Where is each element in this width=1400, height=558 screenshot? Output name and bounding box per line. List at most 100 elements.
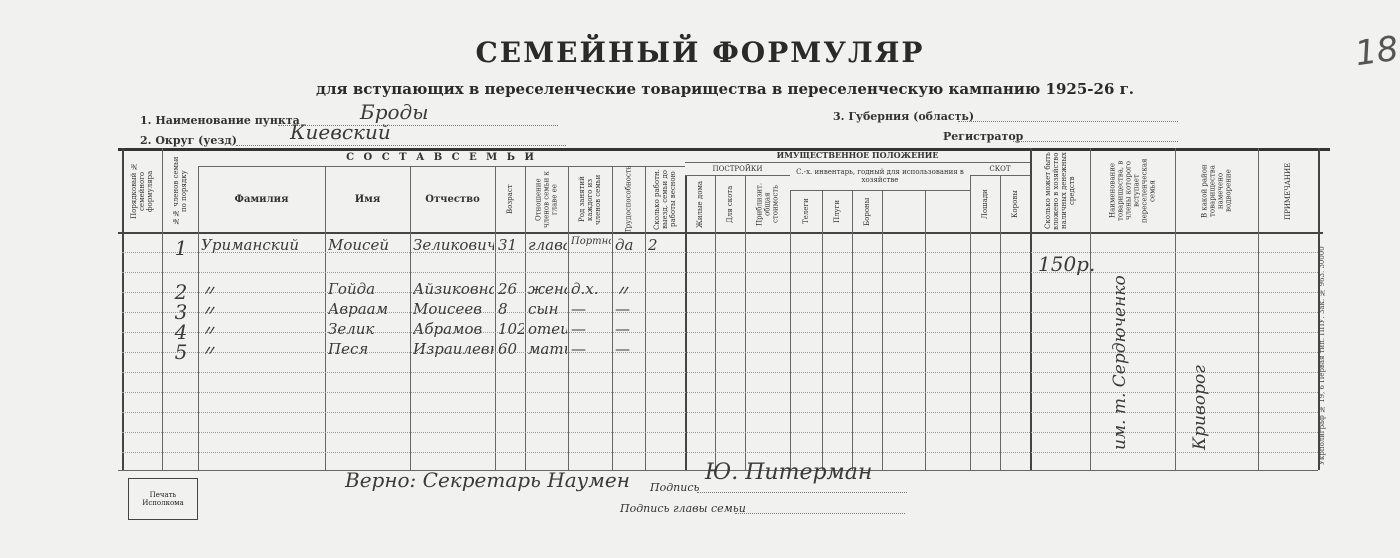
row-5-occupation: — [571, 340, 586, 358]
row-3-ability: — [615, 300, 630, 318]
column-divider [325, 167, 326, 470]
row-5-age: 60 [498, 340, 518, 358]
header-harrows: Бороны [863, 197, 871, 226]
column-divider [645, 167, 646, 470]
province-label: 3. Губерния (область) [833, 110, 975, 123]
region-value: Криворог [1190, 365, 1210, 450]
row-5-surname: 〃 [201, 342, 217, 360]
row-line [122, 412, 1318, 413]
header-ability: Трудоспособность [624, 165, 633, 234]
row-4-age: 102 [498, 320, 524, 338]
row-4-relation: отец [528, 320, 567, 338]
column-divider [122, 148, 124, 470]
cash-value: 150р. [1038, 252, 1096, 276]
printer-note: Укрполиграф № 19, 6 Первая тип. ППУ. Зак… [1318, 246, 1326, 465]
header-member-no: №№ членов семьи по порядку [172, 156, 188, 226]
header-note: ПРИМЕЧАНИЕ [1284, 162, 1292, 220]
district-field[interactable] [236, 133, 566, 146]
column-divider [612, 167, 613, 470]
form-subtitle: для вступающих в переселенческие товарищ… [315, 80, 1135, 98]
livestock-line [970, 175, 1030, 176]
row-3-patronymic: Моисеев [413, 300, 482, 318]
row-2-ability: 〃 [615, 282, 631, 300]
registrar-field[interactable] [1013, 129, 1178, 142]
column-divider [882, 191, 883, 470]
column-divider [790, 191, 791, 470]
row-1-name: Моисей [328, 236, 389, 254]
header-surname: Фамилия [234, 193, 289, 205]
buildings-line [685, 175, 790, 176]
row-1-patronymic: Зеликович [413, 236, 494, 254]
header-inv-extra2 [926, 193, 969, 230]
row-line [122, 312, 1318, 313]
stamp-box: Печать Исполкома [128, 478, 198, 520]
column-divider [852, 191, 853, 470]
row-2-name: Гойда [328, 280, 376, 298]
head-signature-label: Подпись главы семьи [620, 502, 746, 515]
signature-label: Подпись [650, 481, 700, 494]
certified-text: Верно: Секретарь Наумен [345, 468, 630, 492]
column-divider [822, 191, 823, 470]
row-2-patronymic: Айзиковна [413, 280, 494, 298]
row-3-member-no: 3 [174, 300, 188, 324]
header-relation: Отношение членов семьи к главе ее [534, 171, 559, 228]
column-divider [1258, 148, 1259, 470]
family-group-header: С О С Т А В С Е М Ь И [346, 151, 537, 163]
header-ploughs: Плуги [833, 200, 841, 224]
family-group-line [198, 166, 685, 167]
point-value: Броды [360, 100, 429, 124]
column-divider [745, 176, 746, 470]
province-field[interactable] [958, 109, 1178, 122]
column-divider [525, 167, 526, 470]
header-form-no: Порядковый № семейного формуляра [130, 162, 154, 220]
column-divider [162, 148, 163, 470]
row-5-patronymic: Израилевна [413, 340, 494, 358]
header-name: Имя [354, 193, 381, 205]
row-2-occupation: д.х. [571, 280, 599, 298]
row-1-age: 31 [498, 236, 518, 254]
point-field[interactable] [278, 113, 558, 126]
row-4-member-no: 4 [174, 320, 188, 344]
head-signature-field[interactable] [735, 501, 905, 514]
header-cows: Коровы [1011, 190, 1019, 218]
row-1-ability: да [615, 236, 634, 254]
inventory-group-line [790, 190, 970, 191]
point-label: 1. Наименование пункта [140, 114, 300, 127]
buildings-group-header: ПОСТРОЙКИ [712, 165, 763, 173]
row-3-relation: сын [528, 300, 559, 318]
header-region: В какой район товарищества намечено водв… [1200, 164, 1233, 218]
signature-field[interactable] [697, 480, 907, 493]
header-cash: Сколько может быть вложено в хозяйство н… [1044, 152, 1076, 230]
header-inv-extra1 [883, 193, 924, 230]
table-right-border [1318, 148, 1320, 470]
row-2-member-no: 2 [174, 280, 188, 304]
partnership-value: им. т. Сердюченко [1110, 275, 1130, 450]
row-3-surname: 〃 [201, 302, 217, 320]
district-value: Киевский [290, 120, 391, 144]
row-2-surname: 〃 [201, 282, 217, 300]
column-divider [568, 167, 569, 470]
row-line [122, 272, 1318, 273]
row-5-name: Песя [328, 340, 369, 358]
row-1-relation: глава [528, 236, 567, 254]
row-line [122, 252, 1318, 253]
column-divider [495, 167, 496, 470]
stamp-label: Печать Исполкома [142, 491, 184, 507]
row-line [122, 292, 1318, 293]
column-divider [410, 167, 411, 470]
header-occupation: Род занятий каждого из членов семьи [578, 174, 602, 225]
row-4-surname: 〃 [201, 322, 217, 340]
livestock-group-header: СКОТ [989, 165, 1011, 173]
signature-value: Ю. Питерман [705, 460, 873, 485]
row-1-surname: Уриманский [201, 236, 300, 254]
header-workers: Сколько работн. выезд. семьи до работы в… [653, 169, 677, 230]
inventory-group-header: С.-х. инвентарь, годный для использовани… [796, 168, 964, 184]
header-cattle-sheds: Для скота [726, 185, 734, 223]
row-1-workers: 2 [648, 236, 658, 254]
district-label: 2. Округ (уезд) [140, 134, 237, 147]
column-divider [715, 176, 716, 470]
column-divider [1030, 148, 1032, 470]
header-bottom-border [118, 232, 1323, 234]
row-line [122, 392, 1318, 393]
column-divider [970, 176, 971, 470]
